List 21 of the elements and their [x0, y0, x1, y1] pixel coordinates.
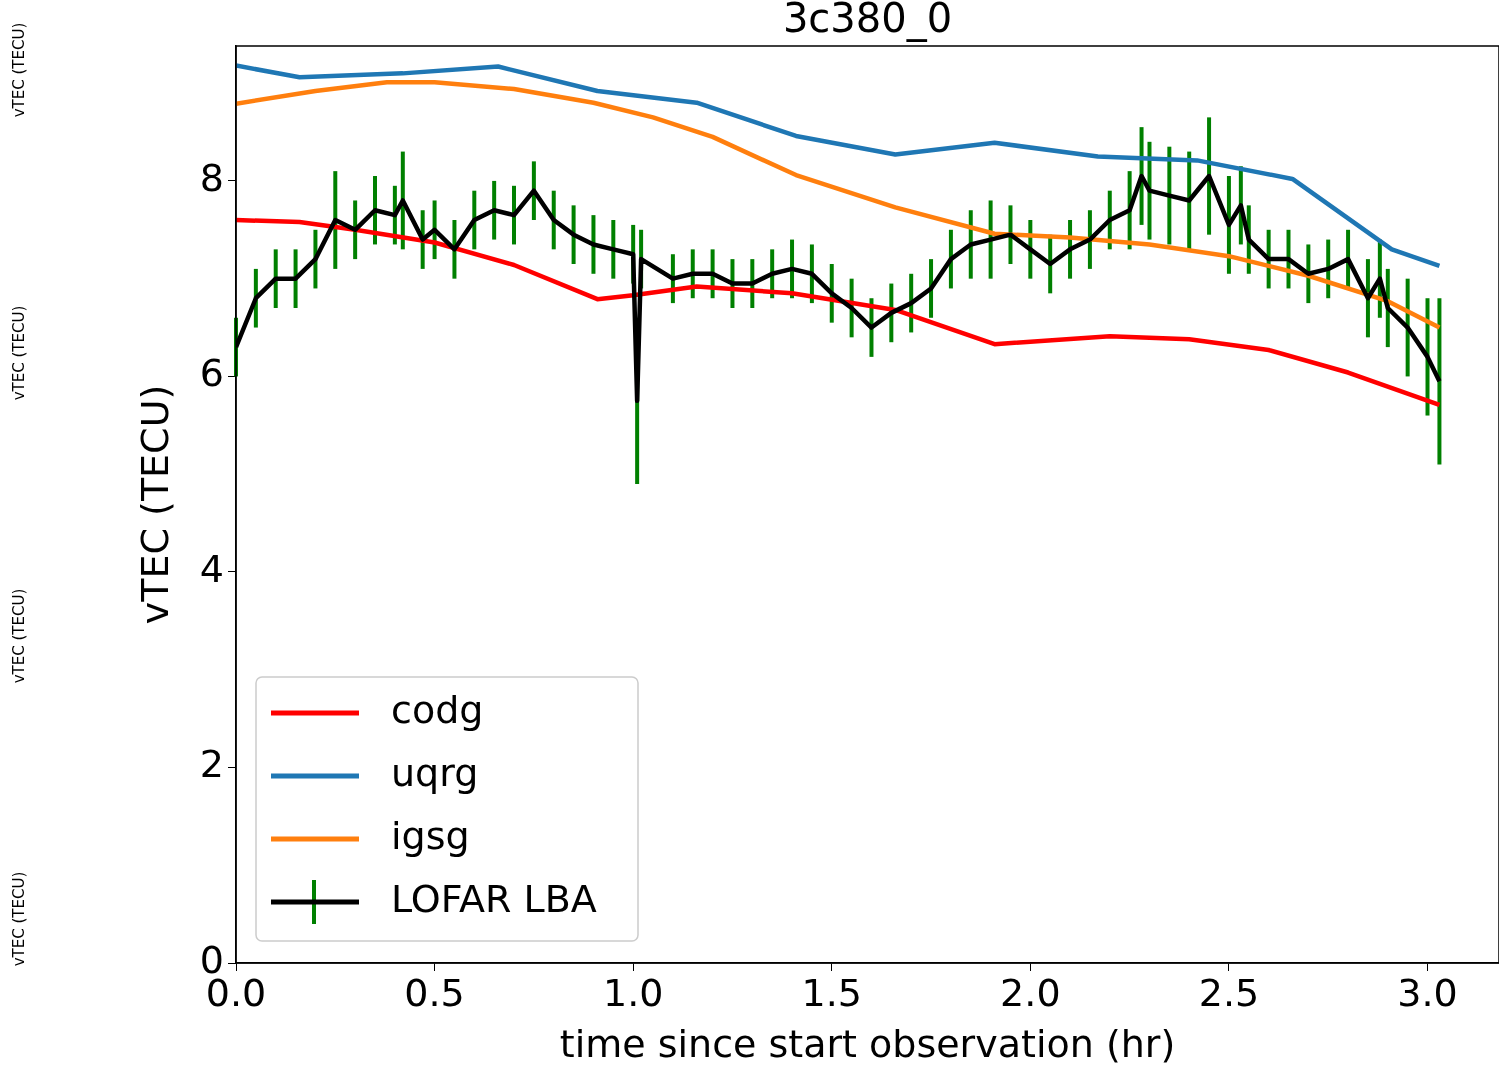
chart-title: 3c380_0 — [782, 0, 953, 43]
x-tick-label: 1.0 — [602, 970, 664, 1015]
y-tick-label: 8 — [199, 155, 224, 200]
x-tick-label: 3.0 — [1397, 970, 1458, 1015]
y-tick-label: 6 — [199, 351, 224, 396]
x-tick-label: 1.5 — [801, 970, 862, 1015]
text: vTEC (TECU) — [9, 871, 28, 967]
text: vTEC (TECU) — [9, 305, 28, 401]
x-tick-label: 2.0 — [1000, 970, 1061, 1015]
legend-label: uqrg — [391, 750, 479, 795]
legend-label: igsg — [391, 813, 470, 858]
y-axis-title: vTEC (TECU) — [132, 384, 177, 625]
y-tick-label: 2 — [199, 742, 224, 787]
text: vTEC (TECU) — [9, 588, 28, 684]
legend-label: LOFAR LBA — [391, 876, 597, 921]
x-tick-label: 0.5 — [404, 970, 465, 1015]
legend-label: codg — [391, 687, 484, 732]
x-axis-title: time since start observation (hr) — [559, 1022, 1176, 1067]
x-tick-label: 2.5 — [1198, 970, 1260, 1015]
y-tick-label: 4 — [199, 546, 224, 591]
text: vTEC (TECU) — [9, 22, 28, 118]
